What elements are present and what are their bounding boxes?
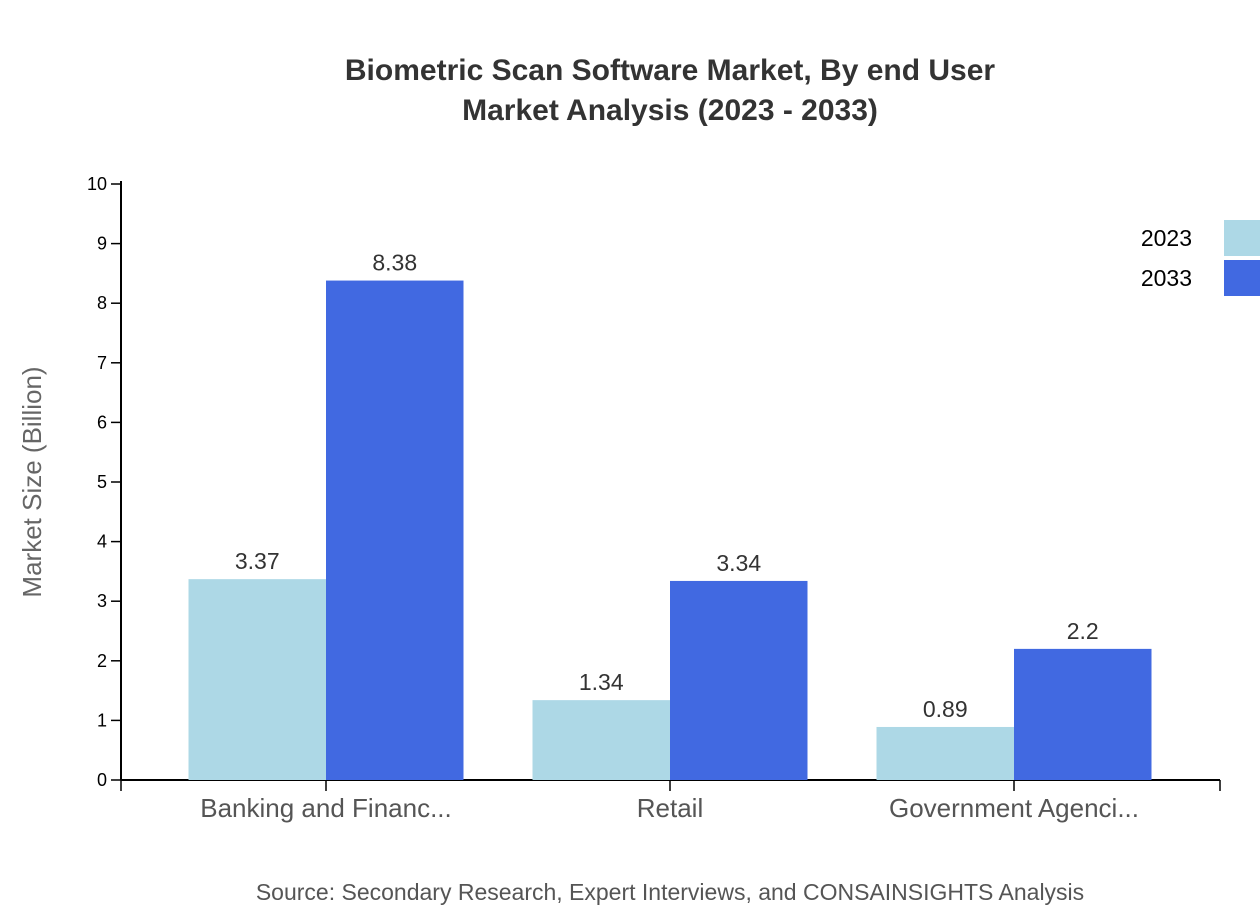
y-tick-label: 9: [97, 234, 107, 254]
y-axis: 0 1 2 3 4 5 6 7 8 9 10: [87, 174, 122, 790]
legend: 2023 2033: [1141, 220, 1260, 296]
chart-subtitle: Market Analysis (2023 - 2033): [462, 94, 878, 127]
bars: 3.37 1.34 0.89 8.38 3.34 2.2: [188, 250, 1152, 780]
bar-2033: [326, 280, 464, 780]
y-tick-label: 8: [97, 293, 107, 313]
y-tick-label: 4: [97, 532, 107, 552]
y-tick-label: 5: [97, 472, 107, 492]
bar-2023: [876, 726, 1014, 780]
bar-2023: [532, 700, 670, 780]
data-label: 2.2: [1067, 618, 1099, 644]
y-tick-label: 1: [97, 710, 107, 730]
y-tick-label: 7: [97, 353, 107, 373]
y-tick-label: 10: [87, 174, 107, 194]
data-label: 3.37: [235, 548, 280, 574]
y-tick-label: 0: [97, 770, 107, 790]
x-tick-label: Retail: [637, 793, 703, 823]
bar-2023: [188, 579, 326, 780]
y-tick-label: 6: [97, 412, 107, 432]
data-label: 8.38: [372, 250, 417, 276]
data-label: 3.34: [716, 550, 761, 576]
x-tick-label: Government Agenci...: [889, 793, 1139, 823]
y-axis-label: Market Size (Billion): [17, 366, 47, 597]
bar-2033: [1014, 648, 1152, 780]
legend-label: 2033: [1141, 265, 1192, 291]
bar-2033: [670, 580, 808, 780]
legend-label: 2023: [1141, 225, 1192, 251]
data-label: 1.34: [579, 669, 624, 695]
y-tick-label: 3: [97, 591, 107, 611]
legend-swatch: [1224, 220, 1260, 256]
x-tick-label: Banking and Financ...: [200, 793, 452, 823]
x-axis: Banking and Financ... Retail Government Ag…: [120, 779, 1221, 823]
data-label: 0.89: [923, 696, 968, 722]
y-tick-label: 2: [97, 651, 107, 671]
source-note: Source: Secondary Research, Expert Inter…: [256, 879, 1084, 905]
legend-swatch: [1224, 260, 1260, 296]
chart-title: Biometric Scan Software Market, By end U…: [345, 54, 996, 87]
